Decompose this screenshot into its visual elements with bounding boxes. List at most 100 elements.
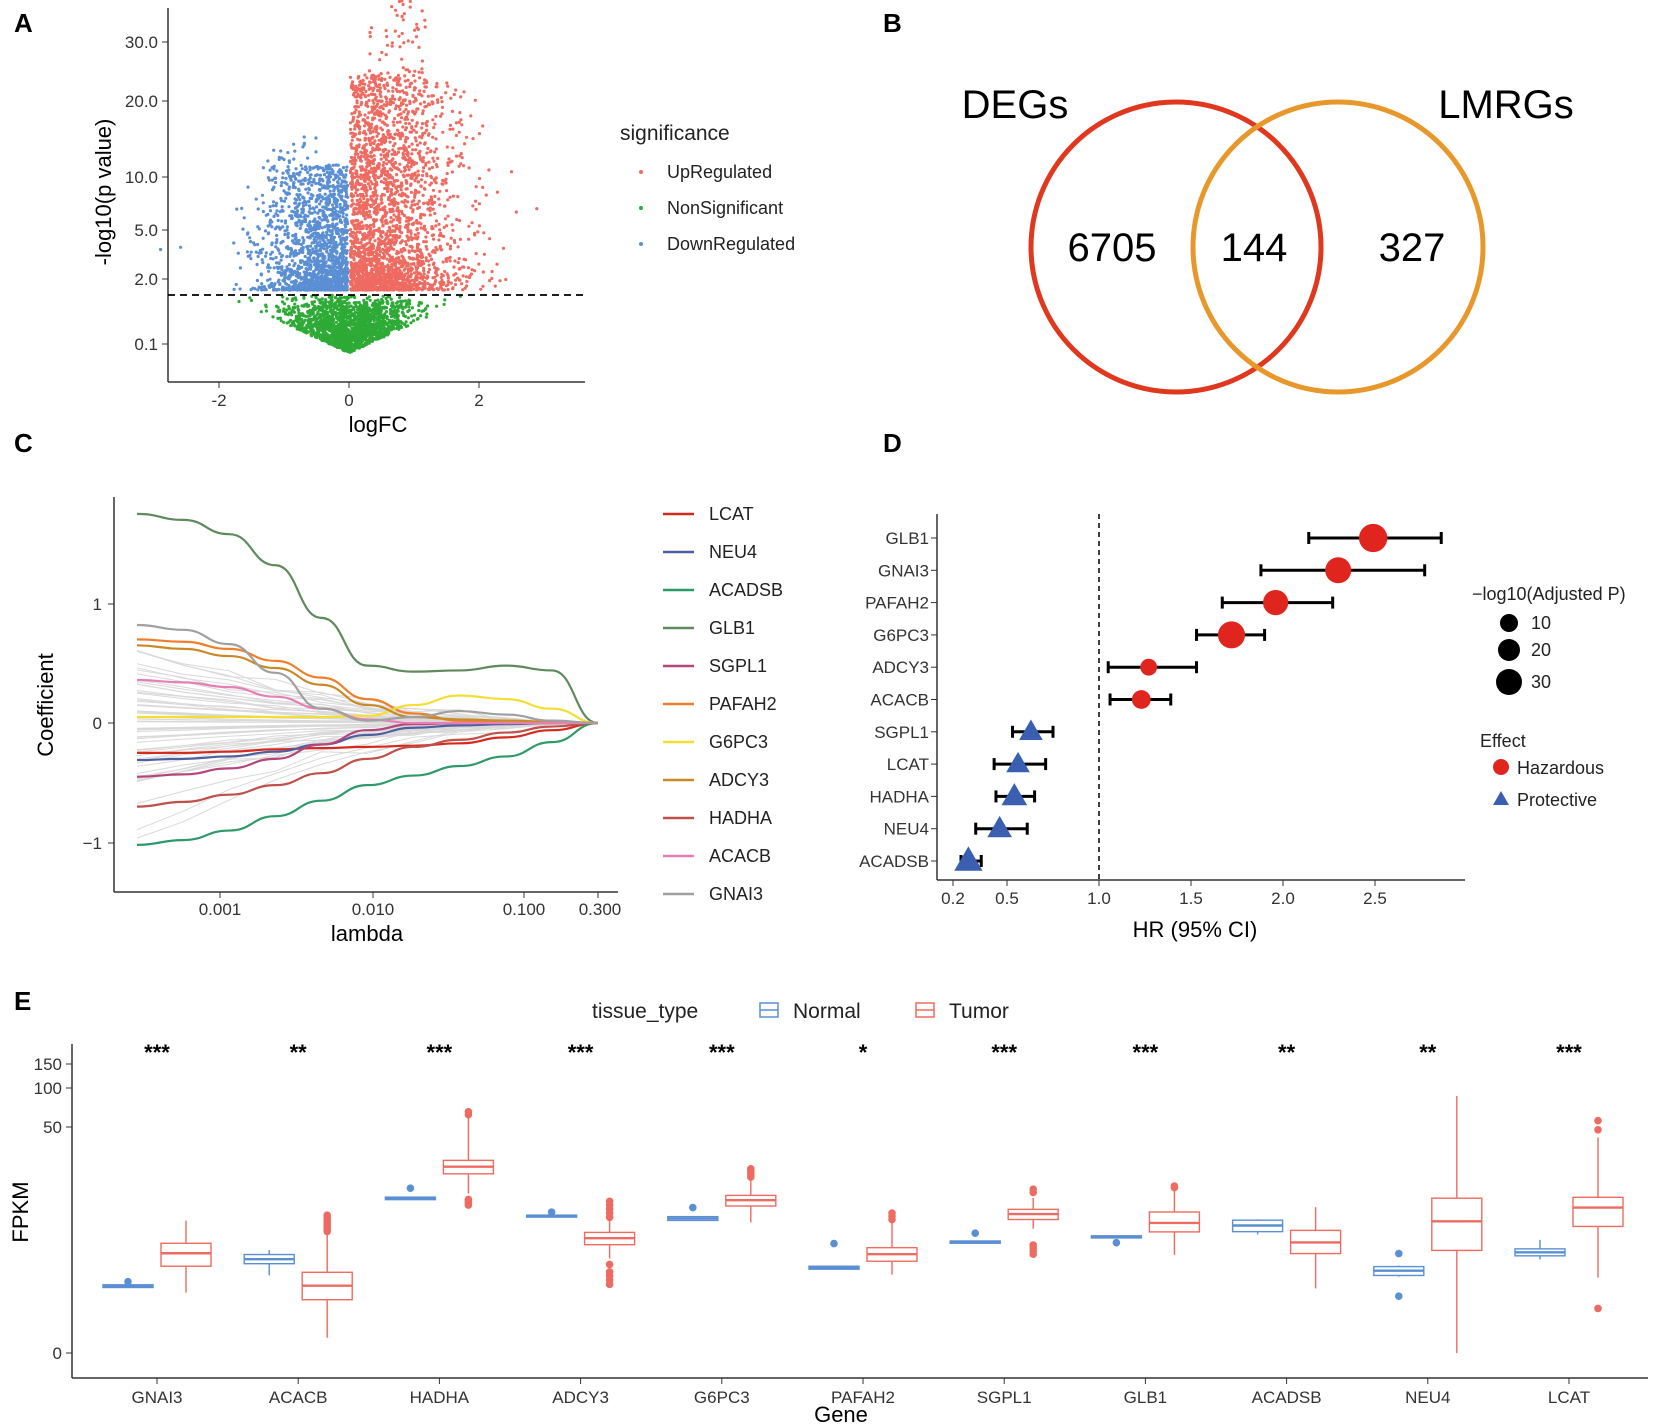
volcano-point-nonsig [347, 301, 351, 305]
volcano-point-up [400, 181, 404, 185]
volcano-point-up [373, 112, 377, 116]
volcano-point-up [504, 277, 508, 282]
volcano-point-up [380, 128, 384, 132]
volcano-point-up [361, 226, 365, 230]
volcano-point-up [361, 284, 365, 288]
volcano-point-up [422, 166, 426, 170]
volcano-point-up [406, 271, 410, 275]
volcano-point-up [430, 165, 434, 170]
volcano-point-nonsig [357, 325, 362, 329]
volcano-point-up [422, 100, 426, 104]
volcano-point-up [353, 223, 357, 227]
volcano-point-up [448, 123, 453, 127]
volcano-point-up [375, 285, 379, 289]
volcano-point-nonsig [316, 310, 320, 314]
volcano-point-down [253, 243, 257, 247]
volcano-point-up [352, 244, 356, 248]
volcano-point-up [386, 71, 390, 75]
volcano-point-up [422, 266, 426, 270]
volcano-point-up [430, 227, 434, 231]
volcano-point-up [466, 266, 471, 270]
volcano-point-up [471, 204, 475, 208]
volcano-point-up [410, 245, 414, 249]
volcano-point-nonsig [304, 329, 308, 333]
volcano-point-up [423, 286, 427, 290]
volcano-point-up [421, 112, 425, 116]
volcano-point-nonsig [330, 293, 334, 297]
volcano-point-up [422, 224, 427, 228]
volcano-point-up [368, 245, 372, 249]
volcano-point-up [409, 159, 413, 163]
volcano-point-up [419, 216, 423, 220]
volcano-point-up [359, 280, 363, 284]
volcano-point-nonsig [367, 295, 371, 299]
volcano-point-up [352, 240, 356, 244]
volcano-point-up [409, 182, 413, 186]
volcano-point-nonsig [354, 331, 358, 335]
volcano-point-up [379, 197, 383, 201]
volcano-point-up [385, 286, 389, 290]
volcano-point-nonsig [320, 297, 324, 301]
volcano-point-up [423, 180, 427, 184]
volcano-point-up [390, 44, 394, 48]
volcano-point-nonsig [349, 304, 353, 308]
volcano-point-up [457, 218, 462, 223]
volcano-point-up [352, 165, 356, 169]
volcano-point-down [319, 199, 323, 203]
volcano-point-nonsig [384, 310, 388, 314]
volcano-point-nonsig [396, 326, 400, 330]
volcano-point-up [406, 78, 410, 82]
volcano-point-up [369, 131, 373, 135]
volcano-point-up [363, 113, 367, 117]
volcano-point-nonsig [283, 312, 288, 316]
volcano-point-nonsig [388, 321, 392, 325]
volcano-point-nonsig [391, 304, 395, 308]
volcano-point-up [374, 256, 378, 260]
volcano-point-up [357, 241, 361, 245]
volcano-point-up [404, 158, 408, 162]
volcano-point-up [431, 207, 435, 211]
volcano-point-up [377, 175, 381, 179]
volcano-point-up [354, 169, 358, 173]
volcano-point-up [471, 137, 475, 141]
volcano-point-nonsig [387, 325, 391, 329]
volcano-point-down [290, 259, 294, 263]
volcano-point-down [232, 287, 236, 291]
volcano-point-up [409, 235, 413, 239]
volcano-point-up [382, 240, 386, 244]
volcano-point-up [360, 92, 364, 96]
volcano-point-up [477, 202, 481, 206]
volcano-point-up [402, 287, 406, 291]
volcano-point-up [451, 127, 455, 131]
volcano-point-nonsig [311, 331, 315, 335]
volcano-point-up [461, 274, 465, 278]
volcano-point-up [417, 152, 421, 156]
volcano-point-up [431, 276, 435, 280]
volcano-point-up [378, 86, 382, 90]
volcano-point-nonsig [351, 328, 355, 332]
volcano-point-up [410, 118, 414, 122]
volcano-point-up [401, 151, 405, 155]
volcano-point-nonsig [248, 296, 252, 300]
volcano-point-up [380, 201, 384, 205]
volcano-point-up [423, 228, 427, 232]
volcano-point-up [366, 121, 370, 125]
volcano-point-nonsig [300, 318, 304, 322]
volcano-point-up [369, 205, 373, 209]
volcano-point-up [413, 191, 417, 195]
volcano-point-up [493, 284, 497, 288]
volcano-point-up [404, 219, 408, 223]
volcano-point-up [383, 248, 387, 253]
volcano-point-nonsig [435, 304, 439, 308]
volcano-point-nonsig [259, 310, 263, 314]
volcano-point-up [390, 152, 394, 156]
volcano-point-up [406, 227, 410, 231]
volcano-point-nonsig [345, 340, 349, 344]
volcano-point-up [404, 115, 408, 119]
volcano-point-up [474, 252, 478, 256]
volcano-point-up [404, 121, 408, 125]
volcano-point-up [401, 255, 405, 259]
volcano-point-up [356, 188, 360, 192]
volcano-point-up [424, 244, 428, 249]
volcano-point-nonsig [340, 300, 344, 305]
